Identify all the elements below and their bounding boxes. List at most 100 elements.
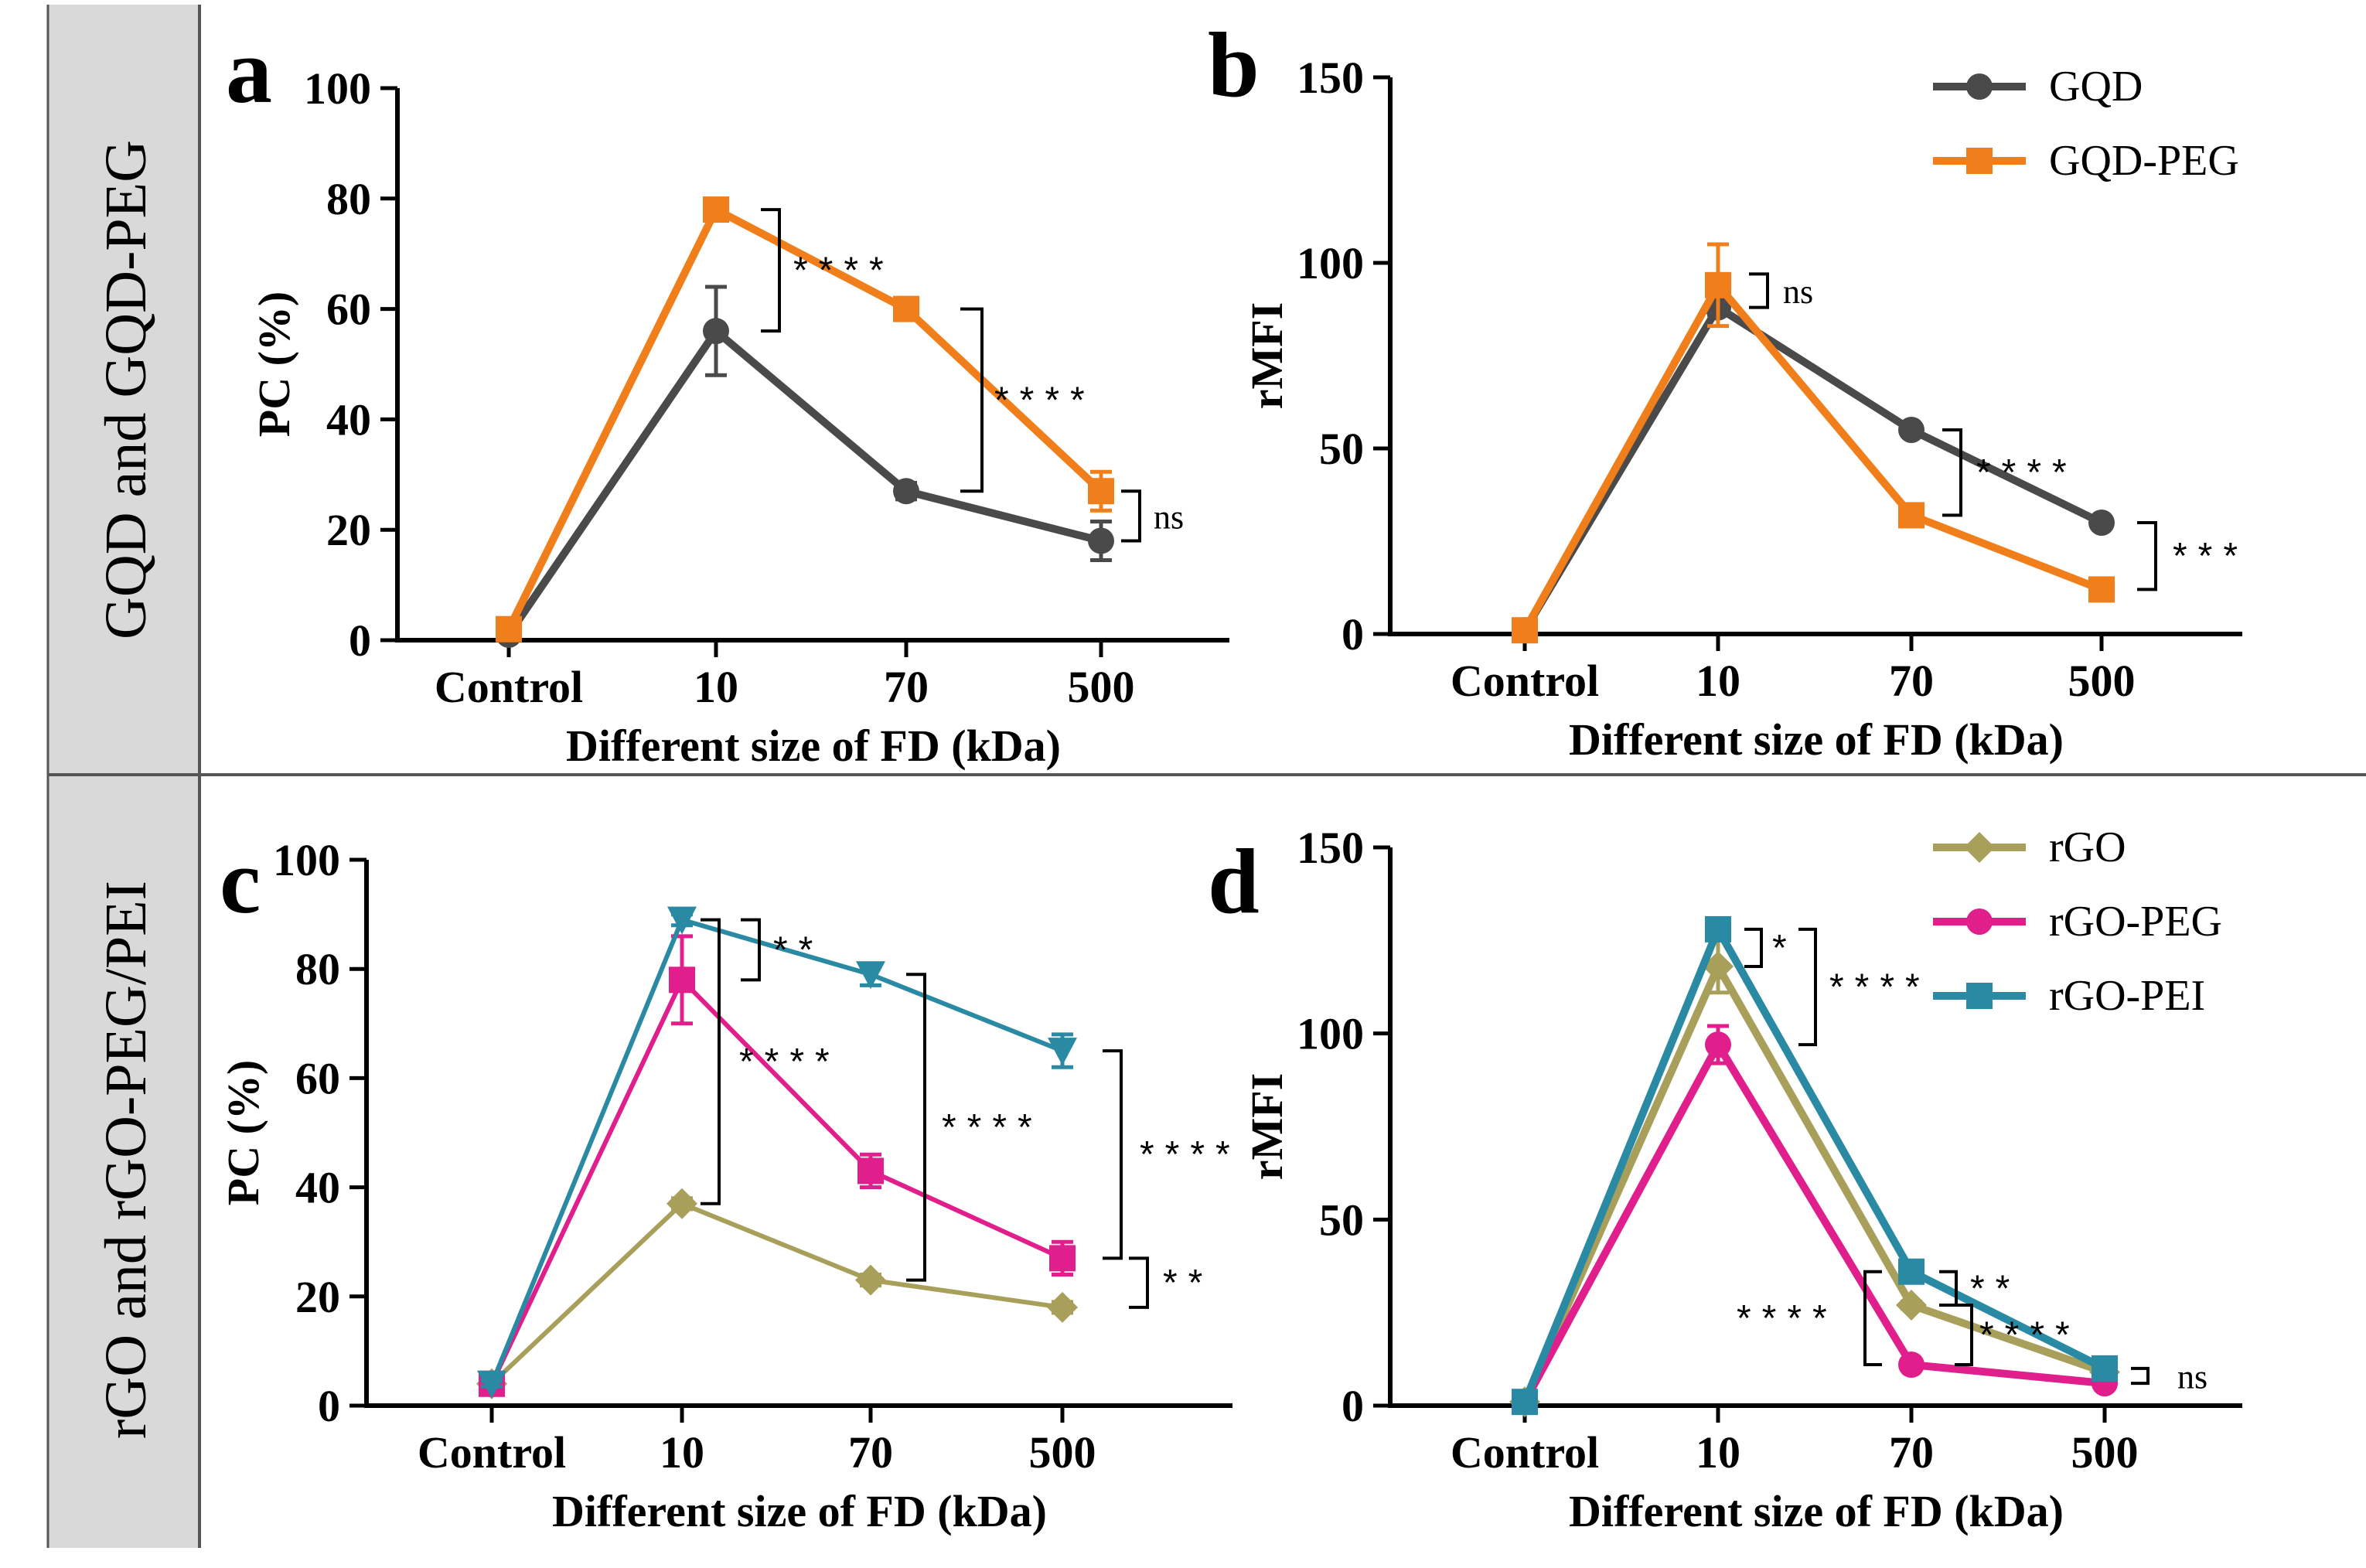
significance-label: **** — [942, 1107, 1043, 1148]
x-tick-label: Control — [1451, 1427, 1599, 1478]
significance-bracket: **** — [1798, 927, 1931, 1047]
data-point — [1898, 417, 1925, 443]
significance-label: **** — [793, 251, 895, 291]
bracket-line — [1749, 272, 1769, 309]
significance-label: **** — [1737, 1298, 1838, 1339]
series-line — [1521, 303, 2104, 632]
x-axis-title: Different size of FD (kDa) — [552, 1486, 1047, 1536]
significance-bracket: **** — [906, 973, 1043, 1282]
legend-marker — [1966, 73, 1993, 100]
series-line — [1521, 1041, 2105, 1404]
bracket-line — [701, 918, 721, 1205]
chart-panel-c: c 0 20 40 60 80 100 Control 10 70 500 Different siz… — [218, 830, 1232, 1536]
data-point — [1048, 1038, 1077, 1066]
x-axis-title: Different size of FD (kDa) — [1569, 714, 2064, 765]
x-tick-label: Control — [435, 662, 583, 712]
significance-bracket: **** — [701, 918, 830, 1205]
significance-bracket: ns — [1749, 272, 1813, 311]
y-tick-label: 0 — [1342, 609, 1364, 660]
x-tick-label: 10 — [1696, 656, 1740, 706]
x-tick-label: 10 — [1696, 1427, 1740, 1478]
series-line — [1521, 925, 2107, 1404]
data-point — [1512, 617, 1538, 644]
row-label-panel-top — [48, 5, 199, 775]
x-tick-label: 10 — [660, 1427, 704, 1478]
series-GQD-PEG — [496, 196, 1114, 643]
series-line — [489, 977, 1064, 1386]
data-point — [703, 196, 729, 223]
data-point — [1705, 271, 1731, 298]
data-point — [893, 478, 919, 505]
legend-label: rGO — [2049, 823, 2126, 871]
y-tick-label: 100 — [304, 63, 371, 114]
significance-bracket: **** — [761, 208, 895, 333]
x-tick-label: 10 — [694, 662, 738, 712]
legend-label: rGO-PEG — [2049, 898, 2222, 946]
bracket-line — [960, 307, 984, 493]
legend-label: rGO-PEI — [2049, 972, 2205, 1020]
x-tick-label: 70 — [1889, 656, 1934, 706]
y-tick-label: 50 — [1319, 1195, 1364, 1245]
data-point — [496, 615, 522, 643]
significance-bracket: ns — [2131, 1358, 2207, 1396]
x-tick-label: 500 — [2071, 1427, 2139, 1478]
data-point — [703, 318, 729, 345]
x-tick-label: 500 — [2068, 656, 2136, 706]
significance-label: * — [1772, 928, 1798, 969]
series-line — [1521, 963, 2106, 1404]
series-rGO-PEG — [479, 934, 1076, 1397]
data-point — [667, 906, 697, 935]
significance-bracket: **** — [960, 307, 1085, 493]
series-GQD-PEG — [1512, 242, 2115, 644]
significance-bracket: ** — [741, 918, 813, 982]
panel-letter-d: d — [1208, 830, 1260, 932]
series-rGO-PEI — [1512, 915, 2118, 1416]
series-rGO — [476, 1188, 1078, 1399]
y-axis-title: PC (%) — [218, 1060, 268, 1205]
y-tick-label: 50 — [1319, 424, 1364, 474]
legend-marker — [1966, 148, 1993, 174]
series-rGO-PEI — [477, 906, 1077, 1399]
y-tick-label: 0 — [1342, 1381, 1364, 1431]
significance-label: **** — [1829, 967, 1931, 1008]
significance-label: ns — [2177, 1358, 2207, 1396]
significance-bracket: * — [1744, 927, 1798, 969]
y-tick-label: 80 — [326, 174, 371, 224]
x-tick-label: 70 — [848, 1427, 893, 1478]
row-label-top: GQD and GQD-PEG — [94, 140, 159, 639]
series-line — [1521, 281, 2103, 632]
legend-label: GQD-PEG — [2049, 137, 2239, 185]
series-line — [489, 1201, 1063, 1386]
data-point — [1512, 1389, 1538, 1416]
panel-letter-b: b — [1208, 13, 1260, 116]
bracket-line — [741, 918, 761, 982]
bracket-line — [1863, 1270, 1882, 1367]
x-tick-label: 500 — [1068, 662, 1135, 712]
y-tick-label: 100 — [273, 835, 340, 885]
series-line — [505, 206, 1104, 631]
x-axis-title: Different size of FD (kDa) — [1569, 1486, 2064, 1536]
x-tick-label: 70 — [884, 662, 929, 712]
data-point — [477, 1370, 506, 1399]
legend: GQD GQD-PEG — [1933, 63, 2239, 185]
significance-label: **** — [1976, 452, 2078, 493]
bracket-line — [1129, 1256, 1149, 1309]
significance-bracket: **** — [1737, 1270, 1882, 1367]
bracket-line — [1798, 927, 1817, 1047]
data-point — [1049, 1245, 1076, 1272]
data-point — [1703, 951, 1734, 983]
y-tick-label: 0 — [349, 615, 371, 666]
legend-label: GQD — [2049, 63, 2143, 111]
data-point — [856, 961, 885, 990]
bracket-line — [1955, 1304, 1973, 1367]
data-point — [893, 295, 919, 322]
y-tick-label: 60 — [295, 1053, 340, 1103]
y-tick-label: 20 — [295, 1272, 340, 1322]
y-tick-label: 20 — [326, 505, 371, 555]
data-point — [1705, 1031, 1731, 1058]
bracket-line — [2131, 1366, 2150, 1386]
y-tick-label: 0 — [318, 1381, 340, 1431]
